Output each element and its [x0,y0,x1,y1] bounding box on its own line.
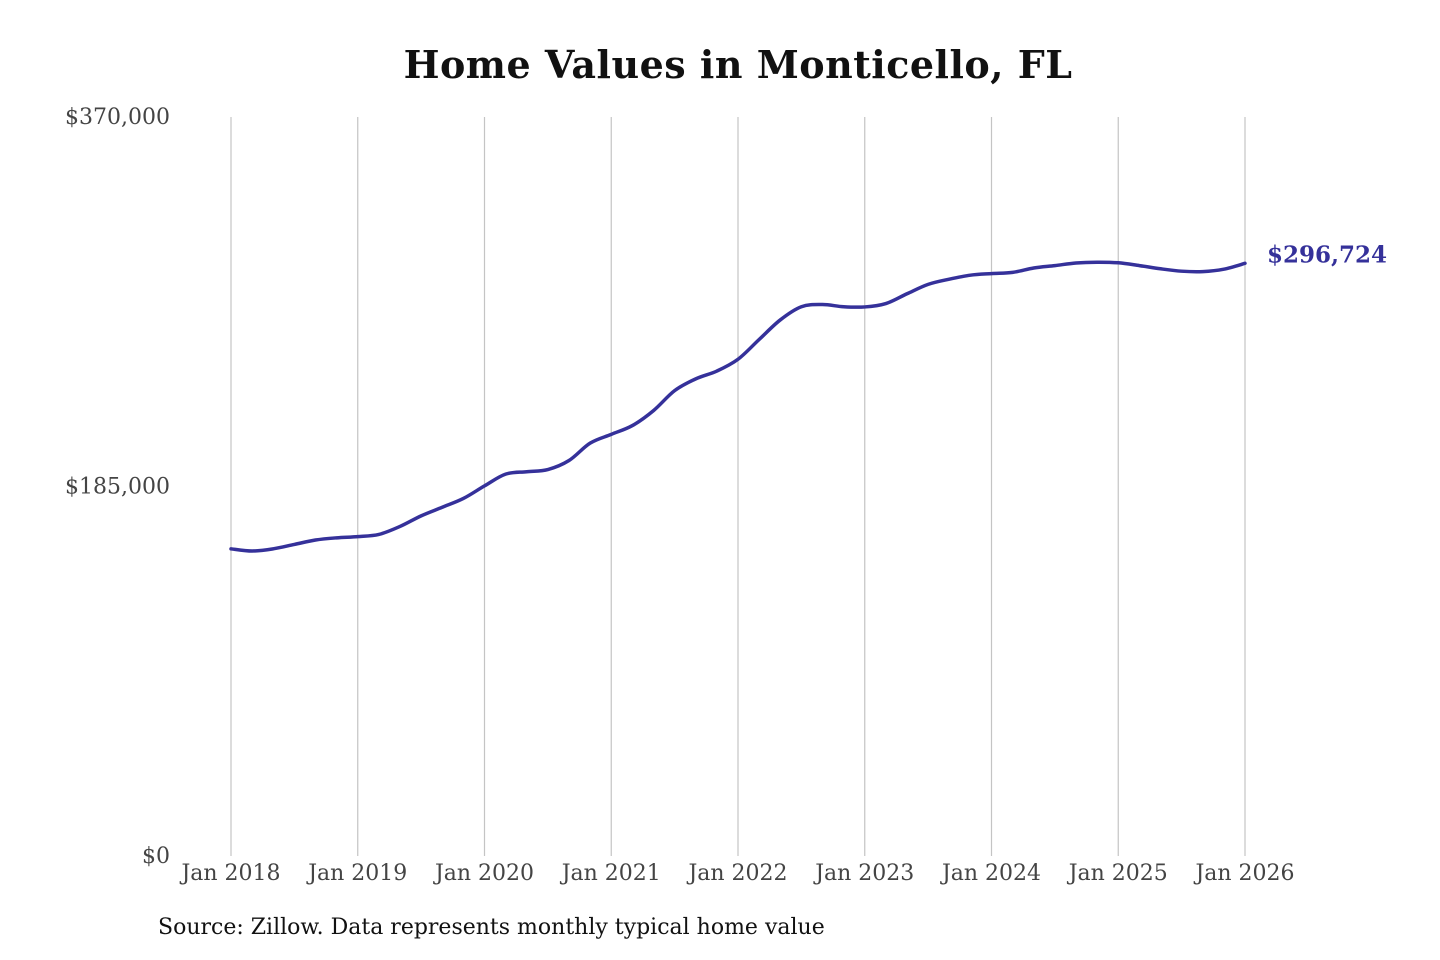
y-tick-label: $0 [142,844,170,869]
x-tick-label: Jan 2019 [306,861,407,886]
x-tick-label: Jan 2024 [940,861,1041,886]
annotations: $296,724 [1267,241,1387,268]
source-note: Source: Zillow. Data represents monthly … [158,915,825,940]
x-tick-label: Jan 2023 [813,861,914,886]
series-line-0 [229,260,1247,553]
y-tick-label: $185,000 [65,475,170,500]
x-axis-labels: Jan 2018 Jan 2019 Jan 2020 Jan 2021 Jan 2022… [179,861,1294,886]
gridlines [230,117,1246,856]
end-value-label: $296,724 [1267,241,1387,268]
y-tick-label: $370,000 [65,105,170,130]
x-tick-label: Jan 2022 [686,861,787,886]
x-tick-label: Jan 2025 [1067,861,1168,886]
x-tick-label: Jan 2020 [433,861,534,886]
x-tick-label: Jan 2026 [1193,861,1294,886]
series-layer [229,260,1247,553]
chart-title: Home Values in Monticello, FL [403,42,1073,87]
y-axis-labels: $0 $185,000 $370,000 [65,105,170,869]
x-tick-label: Jan 2021 [560,861,661,886]
x-tick-label: Jan 2018 [179,861,280,886]
